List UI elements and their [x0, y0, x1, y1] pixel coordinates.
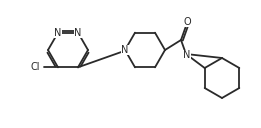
- Text: N: N: [74, 28, 82, 38]
- Text: N: N: [54, 28, 62, 38]
- Text: N: N: [183, 50, 191, 60]
- Text: N: N: [121, 45, 129, 55]
- Text: O: O: [183, 17, 191, 27]
- Text: Cl: Cl: [31, 62, 40, 72]
